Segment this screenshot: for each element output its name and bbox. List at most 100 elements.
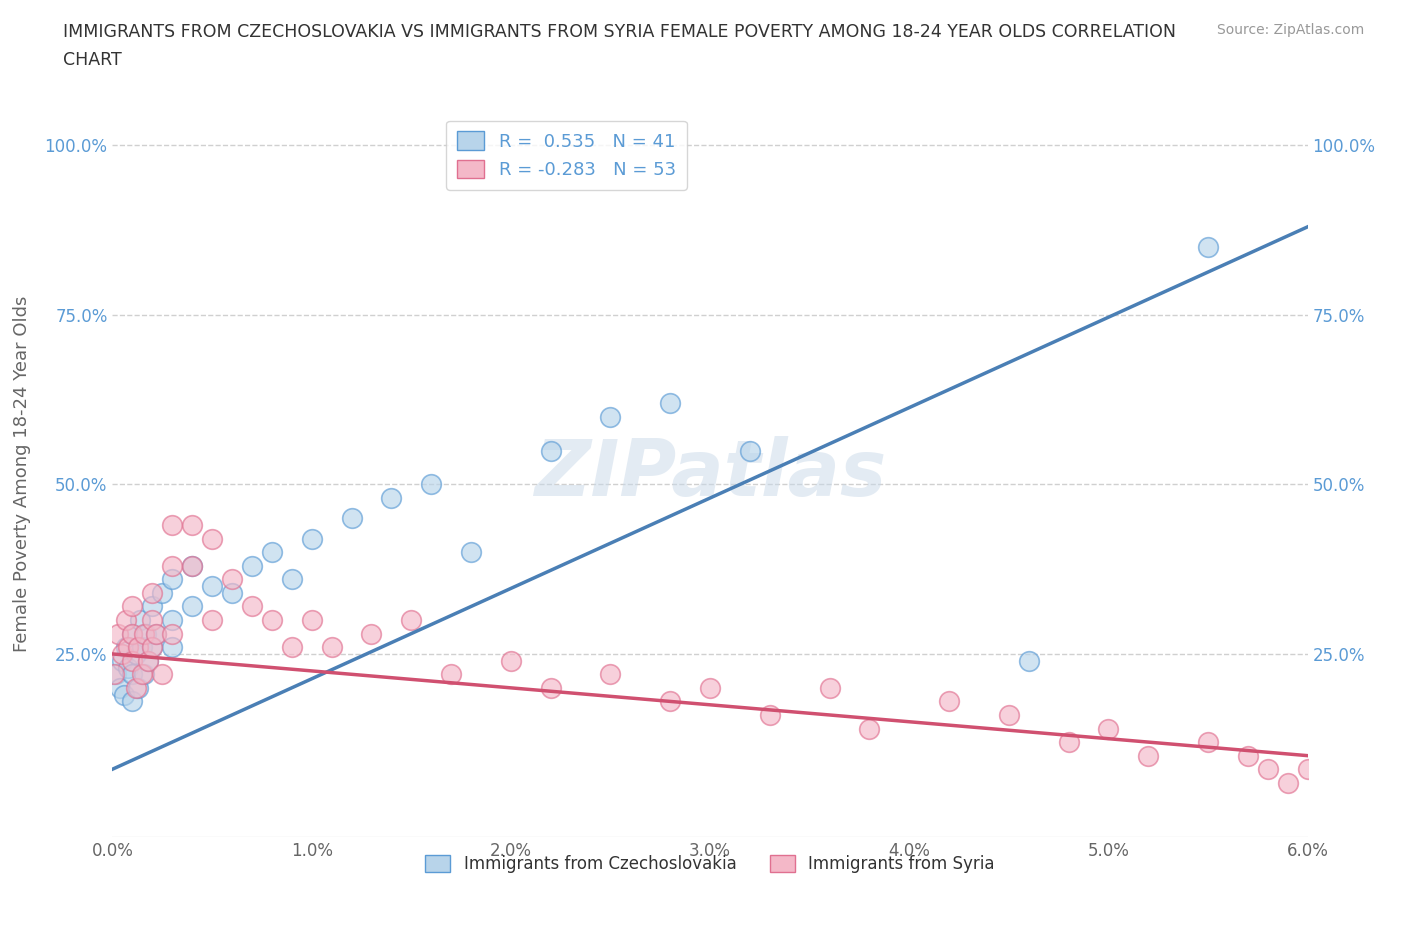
Point xyxy=(150,667,173,682)
Point xyxy=(401,613,423,628)
Point xyxy=(281,572,304,587)
Point xyxy=(181,518,204,533)
Point xyxy=(1057,735,1080,750)
Point xyxy=(181,558,204,573)
Legend: Immigrants from Czechoslovakia, Immigrants from Syria: Immigrants from Czechoslovakia, Immigran… xyxy=(419,848,1001,880)
Point xyxy=(1197,735,1219,750)
Point xyxy=(125,681,148,696)
Point xyxy=(998,708,1021,723)
Point xyxy=(1277,776,1299,790)
Point xyxy=(1097,721,1119,736)
Point xyxy=(141,640,163,655)
Point xyxy=(138,653,160,668)
Point xyxy=(145,626,167,641)
Point xyxy=(111,646,134,661)
Point xyxy=(115,640,138,655)
Point xyxy=(201,531,224,546)
Point xyxy=(134,667,156,682)
Point xyxy=(162,626,183,641)
Point xyxy=(938,694,960,709)
Point xyxy=(141,599,163,614)
Point xyxy=(121,694,143,709)
Point xyxy=(340,511,363,525)
Point xyxy=(281,640,304,655)
Point xyxy=(499,653,522,668)
Point xyxy=(141,586,163,601)
Point xyxy=(699,681,721,696)
Point xyxy=(138,653,160,668)
Point xyxy=(1137,749,1160,764)
Point xyxy=(127,681,149,696)
Text: IMMIGRANTS FROM CZECHOSLOVAKIA VS IMMIGRANTS FROM SYRIA FEMALE POVERTY AMONG 18-: IMMIGRANTS FROM CZECHOSLOVAKIA VS IMMIGR… xyxy=(63,23,1177,41)
Point xyxy=(540,681,562,696)
Point xyxy=(858,721,880,736)
Point xyxy=(105,667,128,682)
Point xyxy=(1018,653,1040,668)
Point xyxy=(103,667,125,682)
Point xyxy=(131,640,153,655)
Point xyxy=(460,545,482,560)
Point xyxy=(121,653,143,668)
Point xyxy=(201,613,224,628)
Point xyxy=(110,681,132,696)
Point xyxy=(121,626,143,641)
Point xyxy=(141,640,163,655)
Point xyxy=(1316,749,1339,764)
Point xyxy=(131,667,153,682)
Point xyxy=(114,687,135,702)
Point xyxy=(201,578,224,593)
Point xyxy=(162,613,183,628)
Point xyxy=(162,558,183,573)
Point xyxy=(360,626,382,641)
Point xyxy=(121,599,143,614)
Point xyxy=(599,409,621,424)
Point xyxy=(260,613,283,628)
Point xyxy=(301,613,323,628)
Point xyxy=(301,531,323,546)
Point xyxy=(181,558,204,573)
Point xyxy=(127,640,149,655)
Point xyxy=(240,599,263,614)
Point xyxy=(162,640,183,655)
Point xyxy=(540,443,562,458)
Point xyxy=(129,613,152,628)
Point xyxy=(1237,749,1260,764)
Point xyxy=(1257,762,1279,777)
Point xyxy=(659,395,682,410)
Point xyxy=(321,640,343,655)
Point xyxy=(125,646,148,661)
Point xyxy=(1296,762,1319,777)
Point xyxy=(599,667,621,682)
Point xyxy=(221,572,243,587)
Point xyxy=(117,660,139,675)
Point xyxy=(162,518,183,533)
Point xyxy=(818,681,841,696)
Point xyxy=(121,667,143,682)
Point xyxy=(420,477,443,492)
Point xyxy=(1197,240,1219,255)
Point xyxy=(141,613,163,628)
Text: ZIPatlas: ZIPatlas xyxy=(534,436,886,512)
Point xyxy=(260,545,283,560)
Text: Source: ZipAtlas.com: Source: ZipAtlas.com xyxy=(1216,23,1364,37)
Point xyxy=(759,708,782,723)
Point xyxy=(240,558,263,573)
Point xyxy=(440,667,463,682)
Point xyxy=(135,626,157,641)
Point xyxy=(115,613,138,628)
Point xyxy=(121,626,143,641)
Point xyxy=(738,443,761,458)
Point xyxy=(107,626,129,641)
Point xyxy=(659,694,682,709)
Point xyxy=(134,626,156,641)
Point xyxy=(181,599,204,614)
Y-axis label: Female Poverty Among 18-24 Year Olds: Female Poverty Among 18-24 Year Olds xyxy=(13,296,31,653)
Point xyxy=(117,640,139,655)
Text: CHART: CHART xyxy=(63,51,122,69)
Point xyxy=(145,626,167,641)
Point xyxy=(111,653,134,668)
Point xyxy=(162,572,183,587)
Point xyxy=(221,586,243,601)
Point xyxy=(380,491,402,506)
Point xyxy=(150,586,173,601)
